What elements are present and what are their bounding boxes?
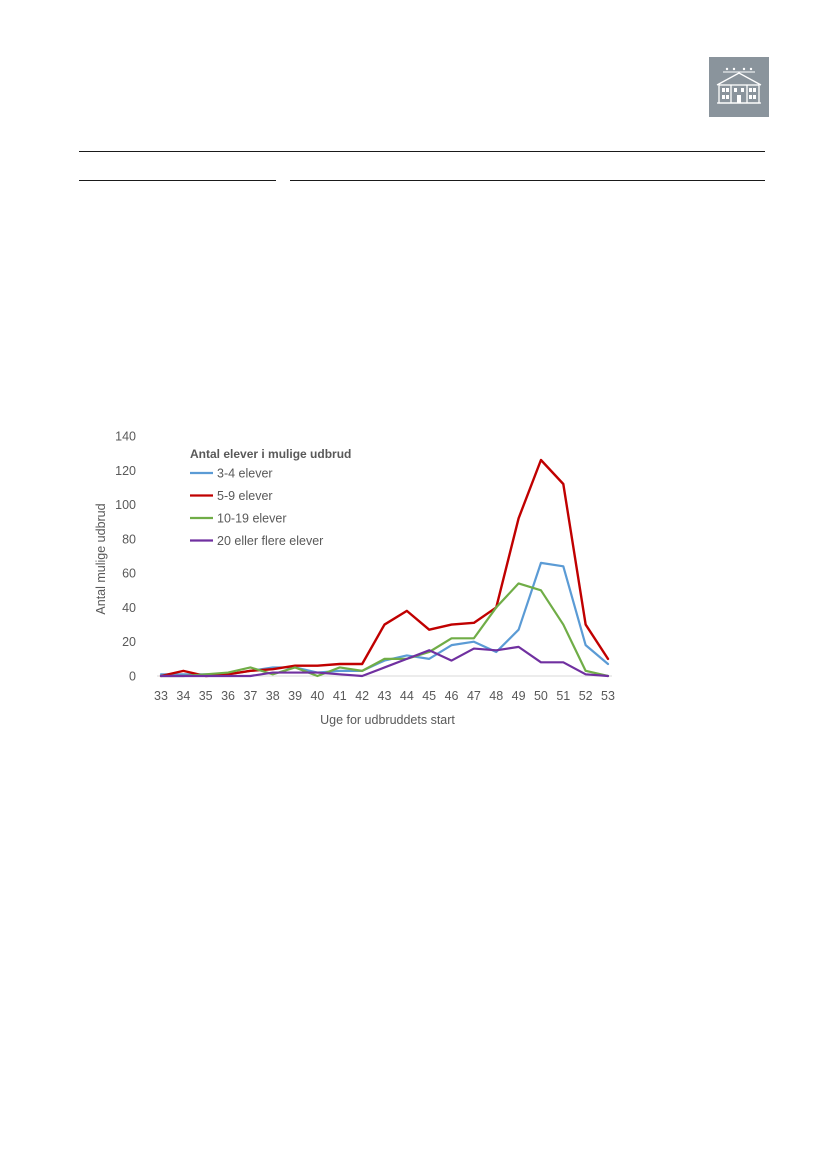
x-tick-label: 48 xyxy=(489,689,503,703)
x-tick-label: 35 xyxy=(199,689,213,703)
x-tick-label: 46 xyxy=(445,689,459,703)
x-tick-label: 38 xyxy=(266,689,280,703)
building-icon xyxy=(716,67,762,104)
y-tick-label: 0 xyxy=(129,670,136,684)
x-tick-label: 45 xyxy=(422,689,436,703)
header-divider xyxy=(79,151,765,152)
series-line-3 xyxy=(159,582,610,678)
y-tick-label: 40 xyxy=(122,601,136,615)
series-line-2 xyxy=(159,458,610,678)
x-tick-label: 42 xyxy=(355,689,369,703)
legend-label: 20 eller flere elever xyxy=(217,534,323,548)
x-tick-label: 36 xyxy=(221,689,235,703)
x-tick-label: 52 xyxy=(579,689,593,703)
section-divider-right xyxy=(290,180,765,181)
x-tick-label: 49 xyxy=(512,689,526,703)
legend-title: Antal elever i mulige udbrud xyxy=(190,447,351,461)
legend-label: 10-19 elever xyxy=(217,512,287,526)
y-tick-label: 140 xyxy=(115,430,136,444)
line-chart: 0 20 40 60 80 100 120 140 33 34 35 36 37 38 39 40 41 42 4… xyxy=(94,430,615,728)
x-tick-label: 47 xyxy=(467,689,481,703)
series-line-1 xyxy=(159,561,610,676)
legend-label: 3-4 elever xyxy=(217,467,273,481)
x-tick-label: 34 xyxy=(176,689,190,703)
y-tick-label: 20 xyxy=(122,635,136,649)
logo xyxy=(709,57,769,117)
x-tick-label: 33 xyxy=(154,689,168,703)
y-tick-label: 100 xyxy=(115,498,136,512)
x-axis: 33 34 35 36 37 38 39 40 41 42 43 44 45 46 47 48 49 50 51 52… xyxy=(154,689,615,703)
x-axis-label: Uge for udbruddets start xyxy=(320,713,455,727)
y-axis-label: Antal mulige udbrud xyxy=(94,503,108,614)
x-tick-label: 41 xyxy=(333,689,347,703)
y-tick-label: 60 xyxy=(122,567,136,581)
x-tick-label: 39 xyxy=(288,689,302,703)
x-tick-label: 40 xyxy=(310,689,324,703)
y-tick-label: 80 xyxy=(122,532,136,546)
series-line-4 xyxy=(159,645,610,678)
x-tick-label: 53 xyxy=(601,689,615,703)
x-tick-label: 44 xyxy=(400,689,414,703)
series-lines xyxy=(159,458,610,678)
x-tick-label: 50 xyxy=(534,689,548,703)
x-tick-label: 37 xyxy=(243,689,257,703)
x-tick-label: 43 xyxy=(378,689,392,703)
y-axis: 0 20 40 60 80 100 120 140 xyxy=(115,430,136,684)
legend-label: 5-9 elever xyxy=(217,489,273,503)
legend: Antal elever i mulige udbrud 3-4 elever 5… xyxy=(190,447,351,548)
y-tick-label: 120 xyxy=(115,464,136,478)
x-tick-label: 51 xyxy=(556,689,570,703)
section-divider-left xyxy=(79,180,276,181)
